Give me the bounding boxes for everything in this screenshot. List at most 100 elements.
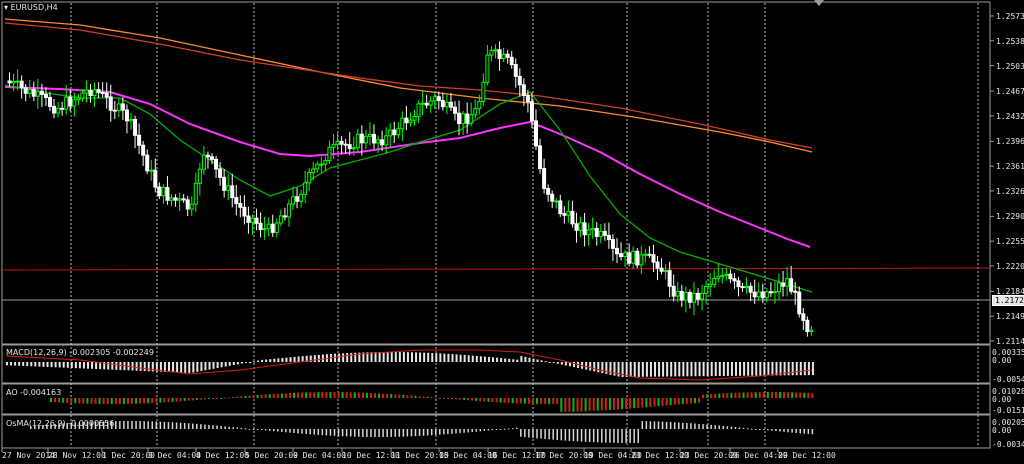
osma-bar <box>665 421 668 429</box>
osma-bar <box>637 429 639 443</box>
osma-bar <box>54 423 56 429</box>
candle-body <box>436 96 441 102</box>
candle-body <box>222 176 227 191</box>
ao-bar <box>167 398 170 403</box>
candle-body <box>716 276 721 280</box>
macd-bar <box>795 362 798 376</box>
ao-title: AO -0.004163 <box>6 388 62 397</box>
candle-body <box>52 105 57 114</box>
candle-body <box>295 196 300 202</box>
macd-bar <box>568 362 571 367</box>
macd-bar <box>386 352 389 362</box>
candle-body <box>748 285 753 293</box>
osma-bar <box>754 429 757 430</box>
candle-body <box>270 223 275 233</box>
ao-bar <box>536 398 538 404</box>
candle-body <box>586 229 591 236</box>
osma-bar <box>78 422 81 429</box>
candle-body <box>165 187 170 201</box>
ao-bar <box>329 392 332 398</box>
candle-body <box>736 280 741 288</box>
osma-bar <box>102 421 105 429</box>
ao-bar <box>629 398 632 409</box>
candle-body <box>299 193 304 202</box>
macd-level-max: 0.003355 <box>992 348 1024 357</box>
osma-bar <box>621 429 623 443</box>
osma-bar <box>726 426 729 429</box>
macd-bar <box>645 362 648 377</box>
candle-body <box>691 292 696 303</box>
ao-bar <box>386 393 389 398</box>
osma-bar <box>163 421 166 429</box>
candle-body <box>129 118 133 122</box>
candle-body <box>226 185 231 191</box>
candle-body <box>473 108 478 116</box>
candle-body <box>453 106 457 114</box>
ao-bar <box>345 392 348 398</box>
macd-bar <box>585 362 588 370</box>
candle-body <box>797 291 802 315</box>
candle-body <box>558 200 563 215</box>
osma-bar <box>609 429 611 443</box>
ao-bar <box>321 392 324 398</box>
macd-bar <box>143 362 146 372</box>
macd-bar <box>58 362 61 368</box>
osma-level-min: -0.00341 <box>992 440 1024 449</box>
ao-bar <box>297 392 300 398</box>
candle-body <box>505 53 510 58</box>
macd-bar <box>467 355 470 362</box>
candle-body <box>400 117 405 130</box>
macd-bar <box>771 362 774 376</box>
ao-bar <box>507 398 510 403</box>
macd-bar <box>730 362 733 376</box>
macd-bar <box>394 352 397 362</box>
osma-bar <box>576 429 579 442</box>
ao-bar <box>353 392 356 398</box>
price-level-label: 1.25730 <box>996 12 1024 21</box>
current-price-tag: 1.21729 <box>992 295 1024 306</box>
osma-bar <box>382 429 384 437</box>
osma-bar <box>503 428 506 430</box>
candle-body <box>201 154 206 170</box>
osma-bar <box>734 427 737 429</box>
macd-bar <box>682 362 685 377</box>
macd-bar <box>163 362 166 372</box>
ao-bar <box>783 392 786 398</box>
osma-bar <box>394 429 396 437</box>
ao-bar <box>463 398 466 400</box>
candle-body <box>428 100 433 106</box>
candle-body <box>384 135 389 146</box>
osma-bar <box>358 429 360 437</box>
candle-body <box>509 56 514 66</box>
ao-bar <box>216 398 219 399</box>
chart-shift-marker[interactable] <box>814 0 824 6</box>
ao-bar <box>357 392 360 398</box>
candle-body <box>145 154 150 172</box>
ao-bar <box>779 392 781 398</box>
ao-bar <box>272 393 275 398</box>
macd-bar <box>232 362 235 366</box>
candle-body <box>112 109 117 112</box>
ao-bar <box>544 398 547 404</box>
ao-bar <box>491 398 494 403</box>
candles-group <box>7 41 814 337</box>
candle-body <box>424 102 429 106</box>
candle-body <box>80 92 85 99</box>
macd-bar <box>743 362 746 376</box>
osma-bar <box>90 421 93 429</box>
macd-bar <box>34 362 37 367</box>
osma-bar <box>811 429 814 435</box>
candle-body <box>27 88 32 94</box>
macd-bar <box>714 362 717 377</box>
ao-bar <box>746 392 749 398</box>
price-level-label: 1.25380 <box>996 36 1024 46</box>
osma-bar <box>463 429 465 433</box>
ao-bar <box>625 398 628 409</box>
candle-body <box>432 96 437 102</box>
ao-bar <box>568 398 571 412</box>
macd-bar <box>220 362 223 368</box>
osma-bar <box>690 423 692 429</box>
macd-bar <box>747 362 750 376</box>
